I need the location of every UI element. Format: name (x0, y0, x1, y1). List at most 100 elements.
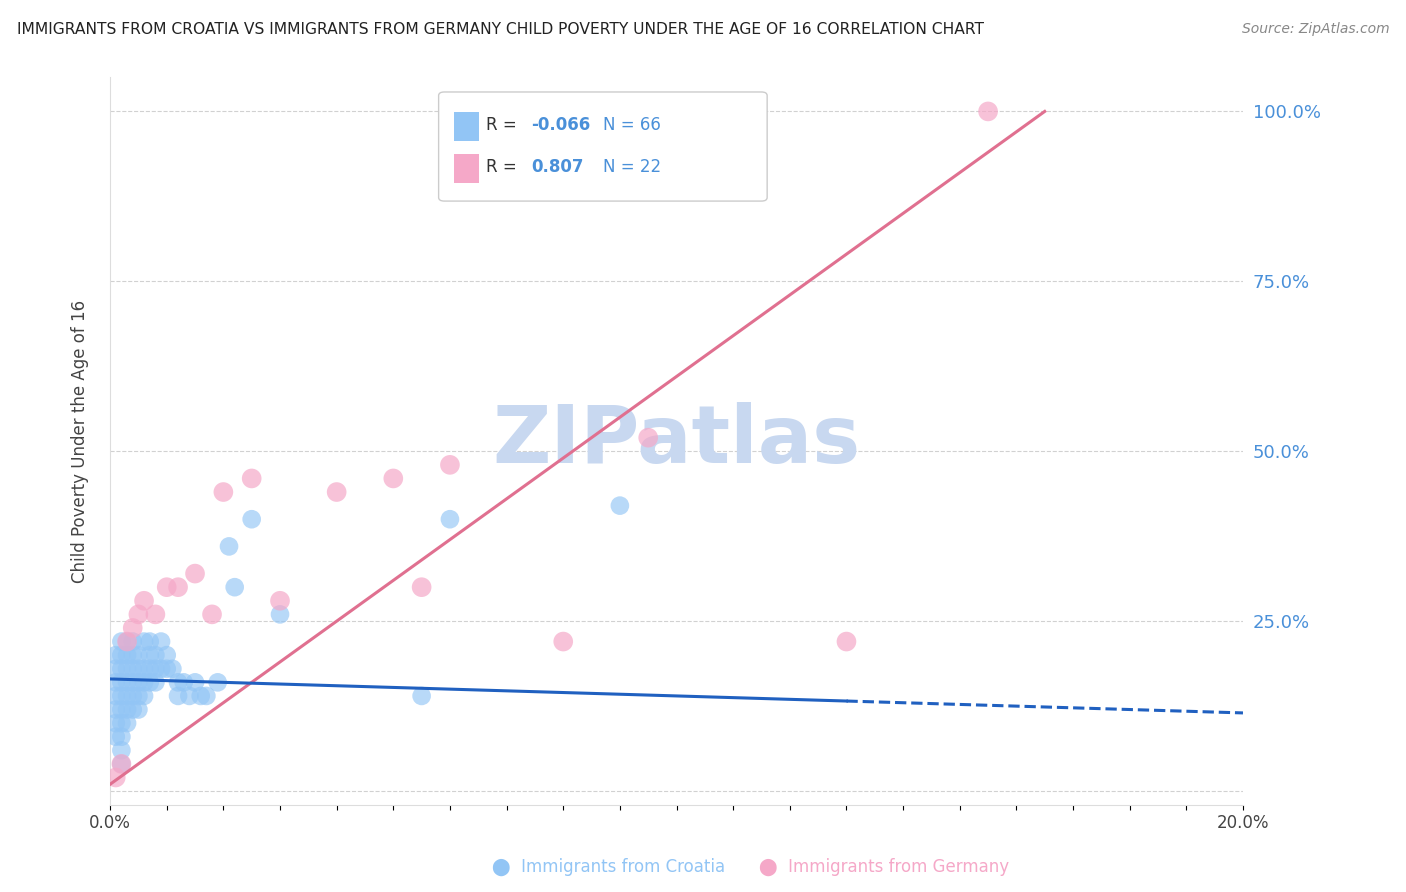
Text: ⬤  Immigrants from Croatia: ⬤ Immigrants from Croatia (492, 858, 725, 876)
Point (104, 702, 127, 716)
Point (110, 756, 132, 771)
FancyBboxPatch shape (454, 153, 479, 183)
Point (121, 634, 143, 648)
Point (115, 689, 138, 703)
Point (115, 662, 138, 676)
Point (162, 662, 184, 676)
FancyBboxPatch shape (454, 112, 479, 142)
Point (184, 566, 207, 581)
Text: 0.807: 0.807 (531, 158, 583, 176)
Point (145, 648, 167, 662)
Point (110, 634, 132, 648)
Point (127, 662, 149, 676)
Point (553, 634, 575, 648)
Text: R =: R = (486, 158, 522, 176)
Point (224, 580, 246, 594)
Text: -0.066: -0.066 (531, 117, 591, 135)
Point (132, 662, 155, 676)
Point (110, 689, 132, 703)
Point (104, 689, 127, 703)
Point (156, 648, 179, 662)
Point (121, 689, 143, 703)
Point (127, 702, 149, 716)
Point (179, 689, 201, 703)
Point (382, 471, 405, 485)
Point (132, 594, 155, 608)
FancyBboxPatch shape (439, 92, 768, 201)
Point (121, 648, 143, 662)
Point (115, 634, 138, 648)
Point (121, 621, 143, 635)
Point (173, 675, 195, 690)
Point (104, 675, 127, 690)
Point (835, 634, 858, 648)
Point (127, 689, 149, 703)
Text: R =: R = (486, 117, 522, 135)
Point (977, 104, 1000, 119)
Point (127, 675, 149, 690)
Point (156, 580, 179, 594)
Text: ZIPatlas: ZIPatlas (492, 402, 860, 480)
Text: N = 66: N = 66 (603, 117, 661, 135)
Point (167, 675, 190, 690)
Point (218, 540, 240, 554)
Point (115, 702, 138, 716)
Point (637, 431, 659, 445)
Point (121, 702, 143, 716)
Point (138, 634, 160, 648)
Text: IMMIGRANTS FROM CROATIA VS IMMIGRANTS FROM GERMANY CHILD POVERTY UNDER THE AGE O: IMMIGRANTS FROM CROATIA VS IMMIGRANTS FR… (17, 22, 984, 37)
Point (110, 730, 132, 744)
Text: ⬤  Immigrants from Germany: ⬤ Immigrants from Germany (759, 858, 1010, 876)
Point (145, 675, 167, 690)
Point (110, 702, 132, 716)
Point (240, 471, 263, 485)
Point (138, 675, 160, 690)
Point (115, 634, 138, 648)
Point (110, 675, 132, 690)
Point (325, 485, 347, 500)
Point (121, 662, 143, 676)
Point (150, 662, 173, 676)
Point (411, 580, 433, 594)
Point (127, 607, 149, 622)
Point (240, 512, 263, 526)
Point (138, 662, 160, 676)
Point (115, 648, 138, 662)
Point (110, 648, 132, 662)
Point (104, 771, 127, 785)
Point (110, 662, 132, 676)
Point (150, 634, 173, 648)
Point (104, 716, 127, 731)
Y-axis label: Child Poverty Under the Age of 16: Child Poverty Under the Age of 16 (72, 300, 89, 582)
Text: Source: ZipAtlas.com: Source: ZipAtlas.com (1241, 22, 1389, 37)
Point (190, 689, 212, 703)
Point (184, 675, 207, 690)
Point (201, 607, 224, 622)
Point (145, 607, 167, 622)
Point (132, 689, 155, 703)
Point (411, 689, 433, 703)
Point (145, 662, 167, 676)
Point (104, 648, 127, 662)
Point (132, 675, 155, 690)
Point (439, 512, 461, 526)
Point (212, 485, 235, 500)
Point (167, 580, 190, 594)
Point (104, 662, 127, 676)
Point (121, 675, 143, 690)
Point (138, 648, 160, 662)
Text: N = 22: N = 22 (603, 158, 661, 176)
Point (269, 607, 291, 622)
Point (132, 634, 155, 648)
Point (207, 675, 229, 690)
Point (127, 648, 149, 662)
Point (609, 499, 631, 513)
Point (104, 730, 127, 744)
Point (269, 594, 291, 608)
Point (439, 458, 461, 472)
Point (167, 689, 190, 703)
Point (115, 716, 138, 731)
Point (110, 716, 132, 731)
Point (156, 662, 179, 676)
Point (195, 689, 218, 703)
